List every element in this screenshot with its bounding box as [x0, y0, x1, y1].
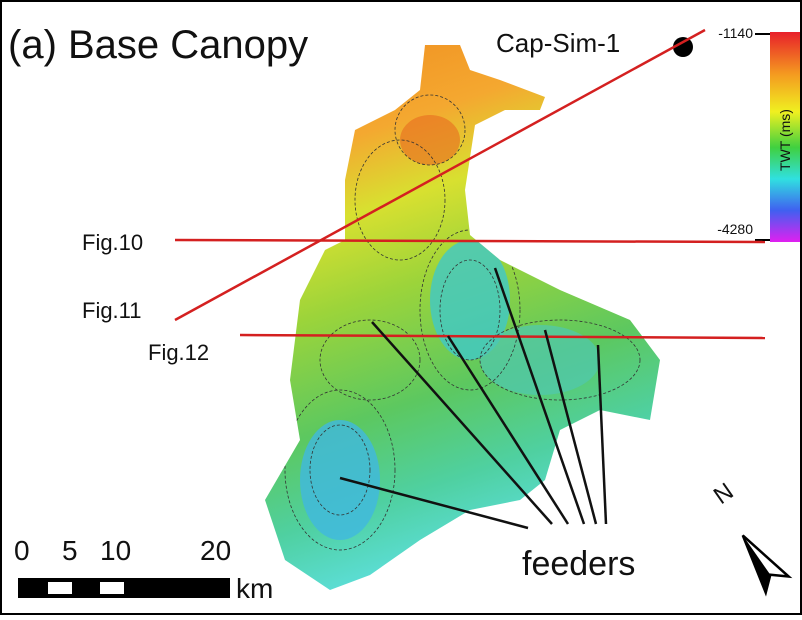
scale-tick: 5: [62, 535, 78, 566]
scale-tick: 0: [14, 535, 30, 566]
scale-tick: 10: [100, 535, 131, 566]
north-arrow: [741, 534, 793, 597]
well-label: Cap-Sim-1: [496, 28, 620, 58]
section-label: Fig.10: [82, 230, 143, 255]
section-lines: [174, 28, 766, 340]
colorbar-max: -1140: [718, 25, 753, 41]
section-label: Fig.11: [82, 298, 142, 323]
section-label: Fig.12: [148, 340, 209, 365]
colorbar-min: -4280: [717, 221, 753, 237]
low-zone: [300, 420, 380, 540]
colorbar: [770, 32, 800, 242]
title: (a) Base Canopy: [8, 23, 308, 67]
high-zone: [400, 115, 460, 165]
scale-tick: 20: [200, 535, 231, 566]
feeder-pointers: [339, 267, 608, 530]
contours: [284, 94, 641, 551]
low-zone: [430, 240, 510, 360]
scale-unit: km: [236, 573, 273, 604]
colorbar-title: TWT (ms): [777, 109, 793, 171]
annotation: feeders: [522, 545, 635, 583]
scale-bar: [18, 578, 230, 598]
well-marker: [673, 37, 693, 57]
low-zone: [480, 325, 600, 395]
